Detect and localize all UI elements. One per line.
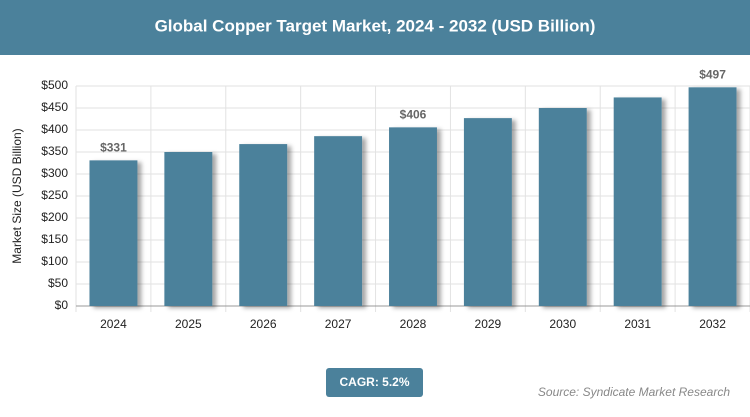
cagr-badge	[326, 368, 423, 397]
y-tick-label: $350	[41, 144, 68, 158]
x-tick-label: 2032	[699, 317, 726, 331]
y-tick-label: $150	[41, 232, 68, 246]
x-tick-label: 2026	[250, 317, 277, 331]
bar	[613, 97, 662, 306]
y-tick-label: $450	[41, 100, 68, 114]
y-tick-label: $400	[41, 122, 68, 136]
y-axis-label: Market Size (USD Billion)	[10, 128, 24, 263]
title-banner	[0, 0, 750, 55]
bar	[688, 87, 737, 306]
source: Source: Syndicate Market Research	[538, 385, 730, 399]
chart-title: Global Copper Target Market, 2024 - 2032…	[155, 16, 596, 35]
y-tick-label: $100	[41, 254, 68, 268]
x-tick-label: 2024	[100, 317, 127, 331]
y-tick-label: $50	[48, 276, 68, 290]
cagr-label: CAGR: 5.2%	[339, 375, 409, 389]
x-tick-label: 2030	[549, 317, 576, 331]
y-tick-label: $300	[41, 166, 68, 180]
bar	[314, 136, 363, 306]
bar	[164, 152, 213, 306]
bar	[89, 160, 138, 306]
y-tick-label: $0	[55, 298, 69, 312]
data-label: $331	[100, 141, 127, 155]
data-label: $497	[699, 67, 726, 81]
bar	[389, 127, 437, 306]
data-label: $406	[400, 108, 427, 122]
x-tick-label: 2025	[175, 317, 202, 331]
y-tick-label: $250	[41, 188, 68, 202]
x-tick-label: 2027	[325, 317, 352, 331]
y-tick-label: $500	[41, 78, 68, 92]
y-tick-label: $200	[41, 210, 68, 224]
bar	[463, 118, 512, 307]
x-tick-label: 2029	[475, 317, 502, 331]
bar	[538, 108, 587, 306]
x-tick-label: 2031	[624, 317, 651, 331]
bar	[239, 144, 288, 306]
x-tick-label: 2028	[400, 317, 427, 331]
